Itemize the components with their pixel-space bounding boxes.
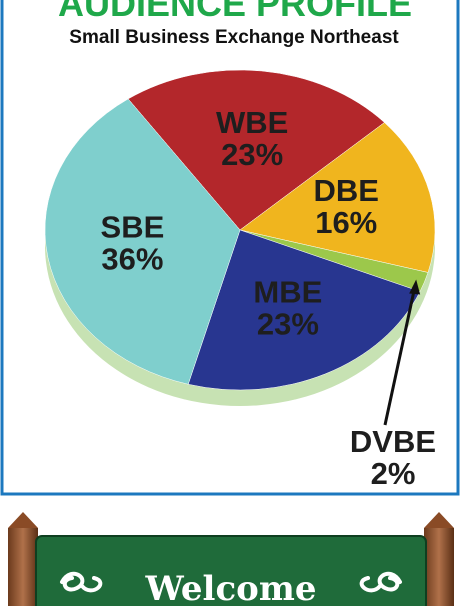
chart-subtitle: Small Business Exchange Northeast	[69, 27, 399, 48]
slice-label: WBE	[216, 105, 288, 140]
slice-value: 16%	[315, 205, 377, 240]
page: {"chart_data": {"type": "pie", "title": …	[0, 0, 462, 606]
slice-value: 36%	[101, 241, 163, 276]
slice-value: 23%	[257, 307, 319, 342]
sign-post-top	[8, 512, 38, 528]
sign-post	[8, 528, 38, 606]
banner-text: Welcome	[145, 569, 317, 606]
infographic: AUDIENCE PROFILE Small Business Exchange…	[0, 0, 462, 606]
slice-label: MBE	[253, 275, 322, 310]
slice-label: DBE	[314, 173, 379, 208]
slice-label: DVBE	[350, 424, 436, 459]
chart-title: AUDIENCE PROFILE	[58, 0, 412, 24]
slice-label: SBE	[101, 209, 165, 244]
sign-post-top	[424, 512, 454, 528]
slice-value: 23%	[221, 137, 283, 172]
sign-post	[424, 528, 454, 606]
slice-value: 2%	[371, 456, 416, 491]
